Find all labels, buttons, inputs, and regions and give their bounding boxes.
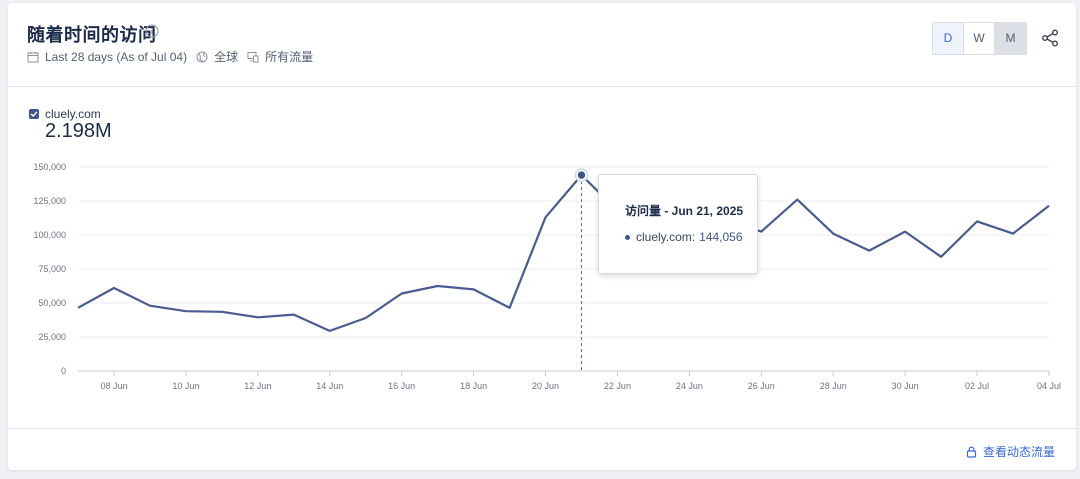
info-icon[interactable] <box>145 24 159 38</box>
globe-icon <box>196 51 208 62</box>
traffic-label: 所有流量 <box>265 50 314 64</box>
devices-icon <box>247 51 259 62</box>
calendar-icon <box>27 51 39 62</box>
tooltip-title: 访问量 - Jun 21, 2025 <box>625 204 744 218</box>
lock-icon <box>966 446 977 458</box>
dynamic-traffic-link[interactable]: 查看动态流量 <box>966 443 1055 460</box>
card-header: 随着时间的访问 Last 28 days (As of Jul 04) <box>8 3 1076 87</box>
x-tick-label: 04 Jul <box>1037 381 1061 391</box>
y-axis-ticks: 0 25,000 50,000 75,000 100,000 125,000 150,000 <box>33 162 66 376</box>
share-icon[interactable] <box>1041 29 1059 47</box>
check-icon <box>30 111 38 117</box>
y-tick-label: 75,000 <box>38 264 66 274</box>
visits-card: 随着时间的访问 Last 28 days (As of Jul 04) <box>8 3 1076 470</box>
total-visits: 2.198M <box>45 120 112 142</box>
line-chart: 0 25,000 50,000 75,000 100,000 125,000 150,000… <box>33 162 1061 391</box>
x-tick-label: 22 Jun <box>604 381 631 391</box>
period-day-button[interactable]: D <box>933 23 964 54</box>
x-tick-label: 02 Jul <box>965 381 989 391</box>
filter-meta: Last 28 days (As of Jul 04) 全球 所有流量 <box>27 48 322 65</box>
x-axis-ticks: 08 Jun 10 Jun 12 Jun 14 Jun 16 Jun 18 Jun 20 J… <box>100 371 1061 391</box>
tooltip-value: 144,056 <box>699 230 743 244</box>
traffic-filter[interactable]: 所有流量 <box>247 48 313 65</box>
y-tick-label: 125,000 <box>33 196 66 206</box>
period-toggle: D W M <box>932 22 1027 55</box>
tooltip-series-label: cluely.com: <box>636 230 696 244</box>
region-filter[interactable]: 全球 <box>196 48 238 65</box>
date-range-filter[interactable]: Last 28 days (As of Jul 04) <box>27 50 187 64</box>
x-tick-label: 18 Jun <box>460 381 487 391</box>
x-tick-label: 12 Jun <box>244 381 271 391</box>
x-tick-label: 10 Jun <box>172 381 199 391</box>
series-legend[interactable]: cluely.com <box>29 107 101 121</box>
grid-lines <box>78 166 1049 372</box>
x-tick-label: 24 Jun <box>676 381 703 391</box>
series-layer <box>77 168 1050 371</box>
x-tick-label: 28 Jun <box>820 381 847 391</box>
highlight-point <box>576 169 587 181</box>
period-week-button[interactable]: W <box>964 23 995 54</box>
x-tick-label: 08 Jun <box>100 381 127 391</box>
x-tick-label: 30 Jun <box>892 381 919 391</box>
series-name: cluely.com <box>45 107 101 121</box>
series-checkbox[interactable] <box>29 109 39 119</box>
tooltip-row: cluely.com: 144,056 <box>625 230 743 244</box>
y-tick-label: 0 <box>61 366 66 376</box>
x-tick-label: 16 Jun <box>388 381 415 391</box>
period-month-button[interactable]: M <box>995 23 1026 54</box>
y-tick-label: 50,000 <box>38 298 66 308</box>
region-label: 全球 <box>214 50 239 64</box>
card-title: 随着时间的访问 <box>27 25 157 45</box>
x-tick-label: 26 Jun <box>748 381 775 391</box>
y-tick-label: 25,000 <box>38 332 66 342</box>
footer-divider <box>8 428 1076 429</box>
x-tick-label: 14 Jun <box>316 381 343 391</box>
chart-tooltip: 访问量 - Jun 21, 2025 cluely.com: 144,056 <box>598 174 758 274</box>
series-line-cluely <box>77 174 1050 332</box>
y-tick-label: 100,000 <box>33 230 66 240</box>
x-tick-label: 20 Jun <box>532 381 559 391</box>
tooltip-series-dot <box>625 234 630 240</box>
y-tick-label: 150,000 <box>33 162 66 172</box>
date-range-label: Last 28 days (As of Jul 04) <box>45 49 188 64</box>
dynamic-traffic-label: 查看动态流量 <box>983 445 1056 459</box>
